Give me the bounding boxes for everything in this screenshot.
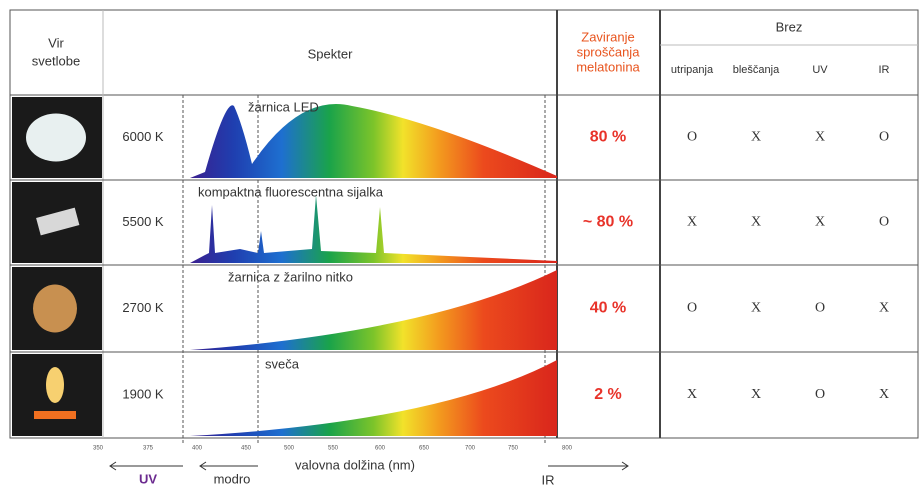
mark: X (879, 301, 889, 316)
without-col-header: utripanja (671, 64, 714, 76)
temperature: 2700 K (122, 300, 164, 315)
mark: X (751, 215, 761, 230)
without-col-header: bleščanja (733, 64, 780, 76)
mark: O (879, 215, 889, 230)
lamp-name: žarnica z žarilno nitko (228, 269, 353, 284)
mark: X (815, 130, 825, 145)
blue-arrow (200, 462, 258, 470)
ir-arrow (548, 462, 628, 470)
melatonin-header: melatonina (576, 59, 640, 74)
temperature: 6000 K (122, 129, 164, 144)
lamp-bulb (33, 285, 77, 333)
wavelength-tick: 400 (192, 446, 203, 452)
mark: O (815, 387, 825, 402)
wavelength-tick: 350 (93, 446, 104, 452)
wavelength-tick: 650 (419, 446, 430, 452)
blue-label: modro (214, 471, 251, 486)
spectrum-header: Spekter (308, 46, 353, 61)
uv-label: UV (139, 471, 157, 486)
uv-arrow (110, 462, 183, 470)
without-col-header: IR (879, 64, 890, 76)
lamp-name: sveča (265, 356, 300, 371)
lamp-name: kompaktna fluorescentna sijalka (198, 184, 384, 199)
mark: X (751, 130, 761, 145)
melatonin-value: ~ 80 % (583, 214, 633, 231)
melatonin-header: sproščanja (577, 44, 641, 59)
mark: X (815, 215, 825, 230)
melatonin-value: 40 % (590, 300, 626, 317)
mark: O (879, 130, 889, 145)
wavelength-tick: 375 (143, 446, 154, 452)
candle-base (34, 411, 76, 419)
mark: X (687, 387, 697, 402)
wavelength-tick: 450 (241, 446, 252, 452)
melatonin-value: 2 % (594, 386, 622, 403)
mark: X (879, 387, 889, 402)
wavelength-tick: 800 (562, 446, 573, 452)
candle-flame (46, 367, 64, 403)
wavelength-tick: 600 (375, 446, 386, 452)
wavelength-tick: 550 (328, 446, 339, 452)
mark: O (815, 301, 825, 316)
mark: X (751, 301, 761, 316)
melatonin-header: Zaviranje (581, 29, 634, 44)
without-header: Brez (776, 19, 803, 34)
ir-label: IR (542, 472, 555, 487)
melatonin-value: 80 % (590, 129, 626, 146)
temperature: 1900 K (122, 386, 164, 401)
mark: X (751, 387, 761, 402)
source-header: svetlobe (32, 53, 80, 68)
wavelength-tick: 700 (465, 446, 476, 452)
axis-label: valovna dolžina (nm) (295, 457, 415, 472)
infographic: Vir svetlobe Spekter Zaviranje sproščanj… (0, 0, 919, 488)
wavelength-tick: 500 (284, 446, 295, 452)
mark: X (687, 215, 697, 230)
mark: O (687, 301, 697, 316)
lamp-name: žarnica LED (248, 99, 319, 114)
source-header: Vir (48, 35, 64, 50)
without-col-header: UV (812, 64, 828, 76)
lamp-glow (26, 114, 86, 162)
temperature: 5500 K (122, 214, 164, 229)
mark: O (687, 130, 697, 145)
wavelength-tick: 750 (508, 446, 519, 452)
